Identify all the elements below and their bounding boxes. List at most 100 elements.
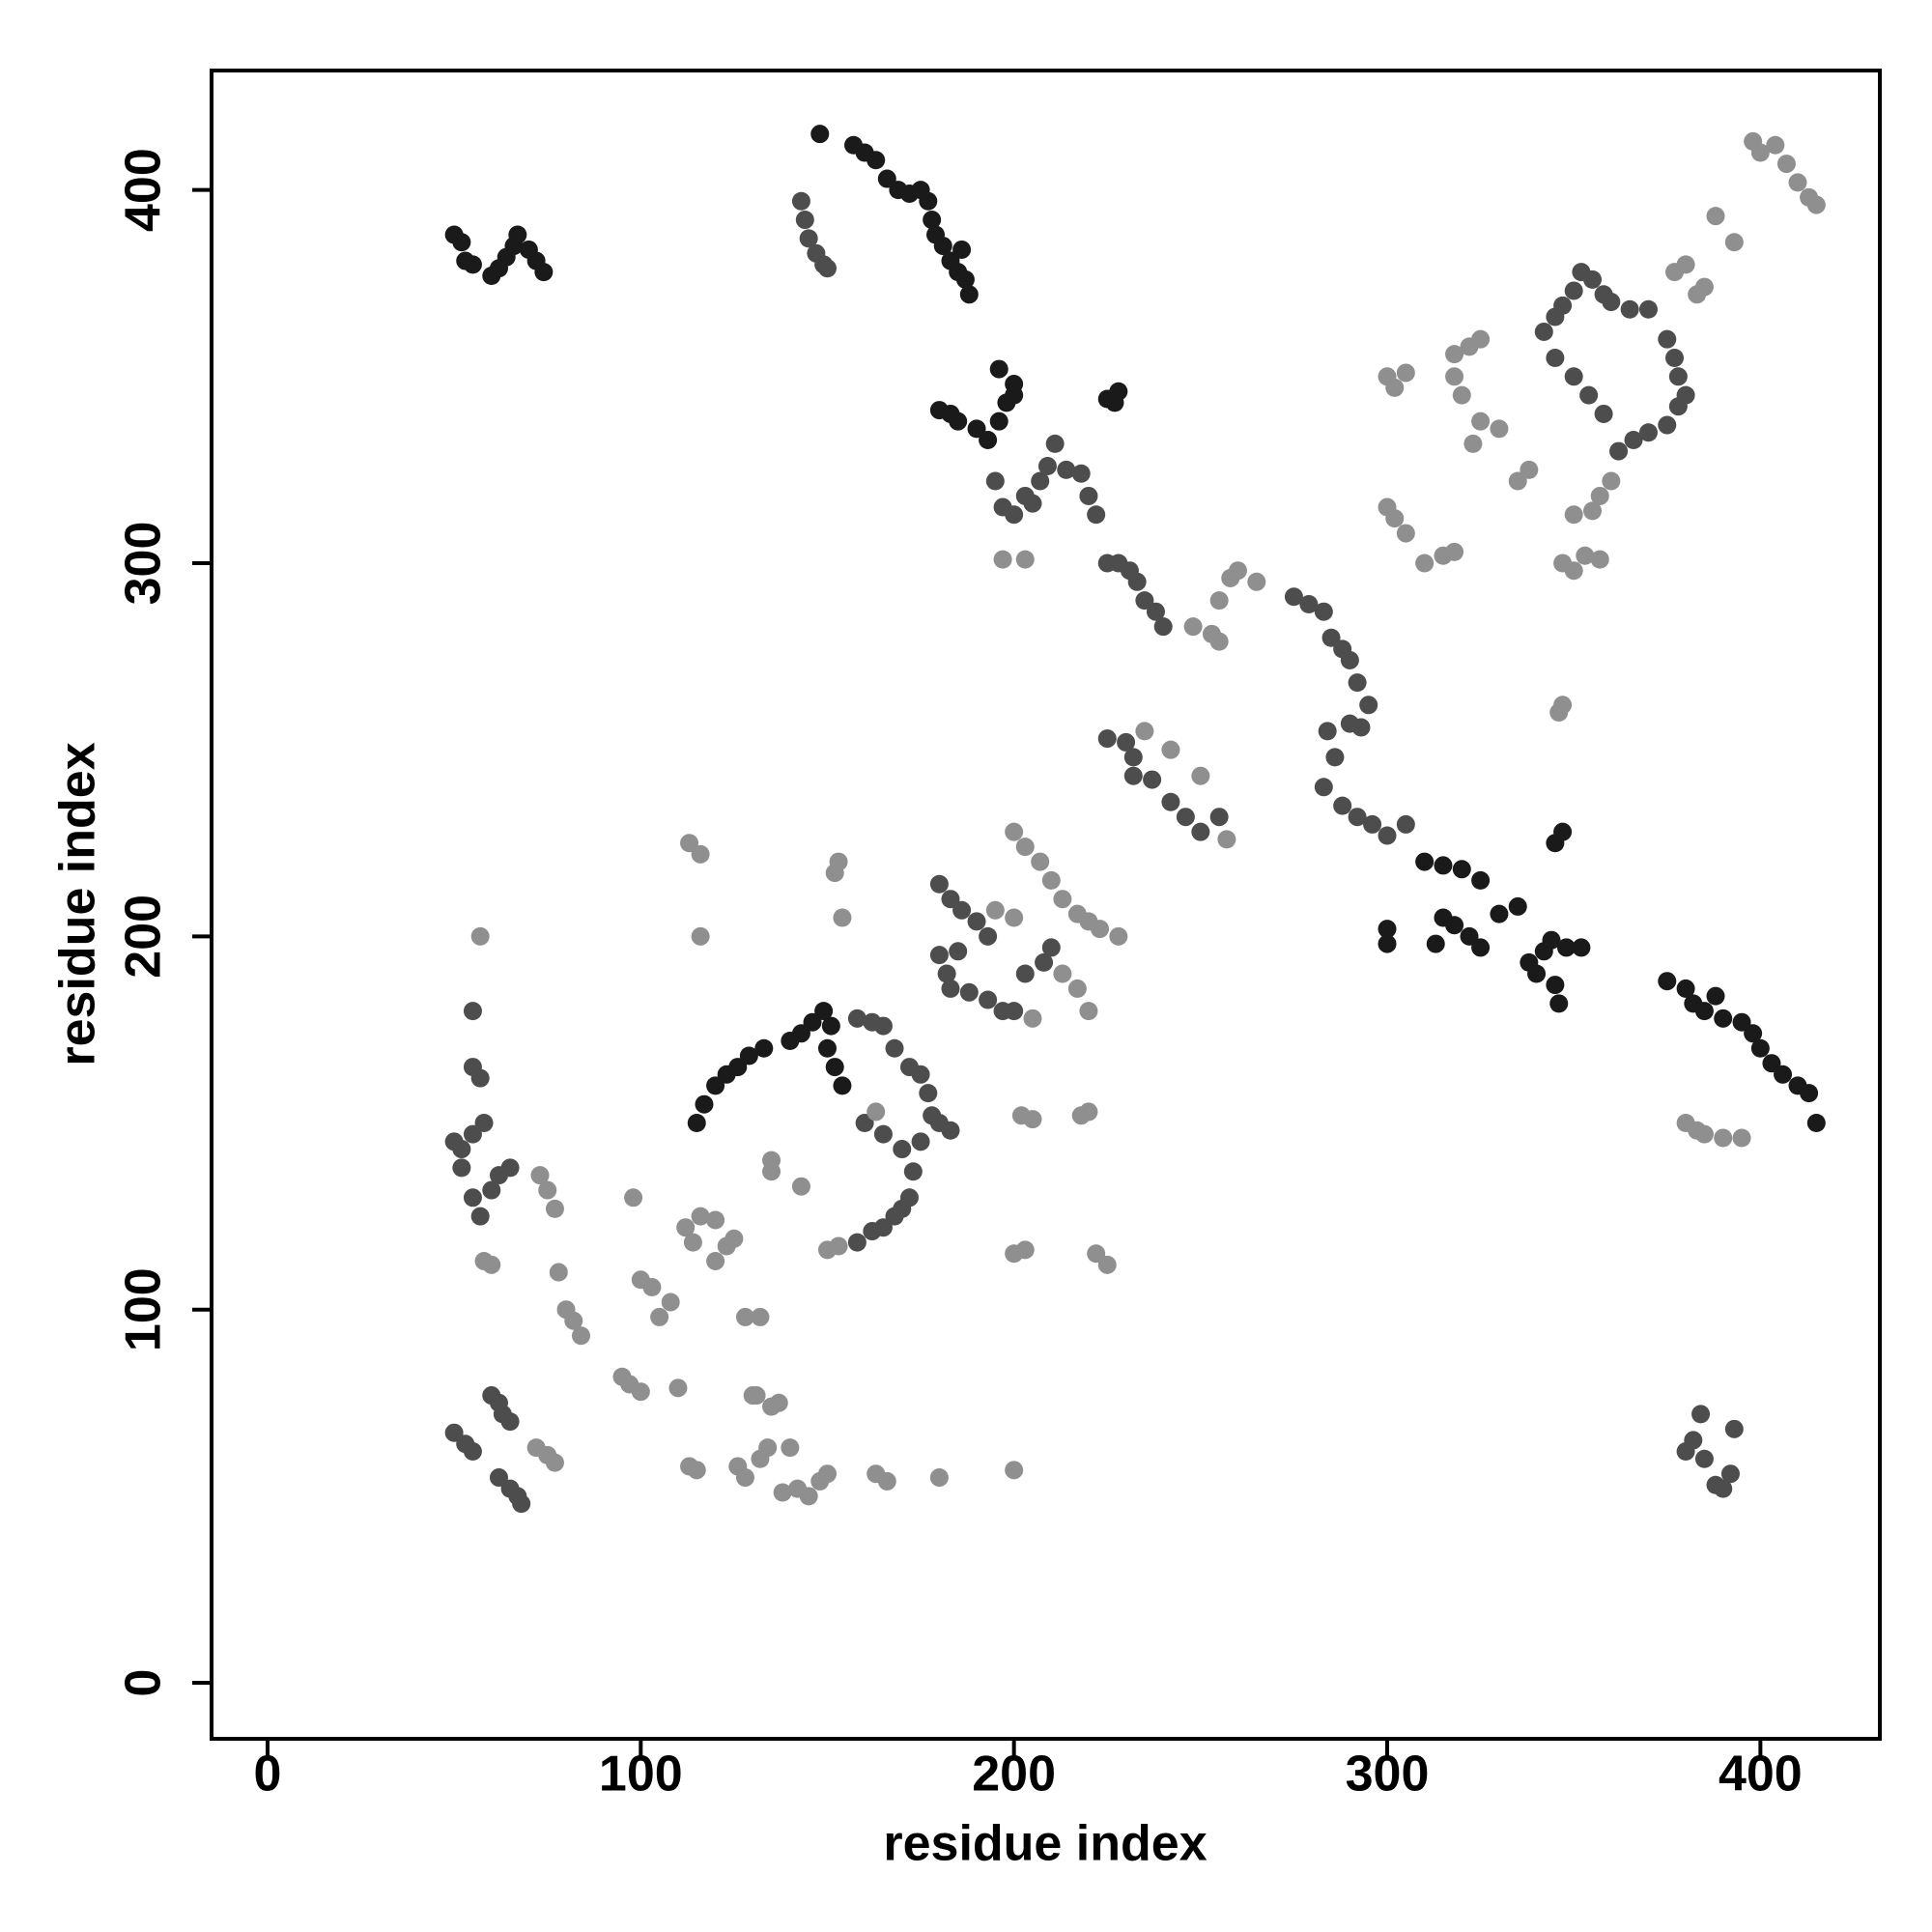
point [1314,602,1333,621]
point [799,229,818,248]
point [1035,952,1054,972]
point [1724,1419,1744,1438]
point [1097,1255,1117,1274]
point [1015,1240,1035,1260]
point [1556,938,1576,957]
point [1363,814,1382,834]
point [668,1378,688,1398]
point [919,1084,938,1103]
point [1694,1002,1714,1021]
point [1333,796,1352,815]
point [1153,617,1173,637]
point [911,1132,930,1151]
point [873,1016,893,1036]
point [1031,471,1050,491]
point [1135,722,1154,741]
point [1788,173,1807,192]
point [933,237,952,256]
point [1109,382,1128,401]
point [642,1278,662,1297]
point [624,1188,643,1208]
point [1553,696,1573,715]
point [1694,1449,1714,1468]
point [1087,505,1106,525]
point [1762,1054,1781,1073]
y-axis-label: residue index [50,742,106,1065]
point [1508,896,1527,916]
point [1117,732,1136,752]
point [1576,546,1595,565]
point [829,852,848,871]
point [1434,856,1453,875]
point [470,1207,490,1226]
point [463,1442,482,1462]
point [762,1162,781,1181]
point [1732,1012,1751,1032]
point [463,1002,482,1021]
x-tick-label: 100 [599,1747,683,1803]
point [979,430,998,449]
point [1714,1128,1733,1148]
point [952,240,972,259]
point [821,1016,840,1036]
point [1549,994,1569,1013]
point [1228,561,1247,581]
point [1714,1479,1733,1498]
point [1445,367,1464,386]
point [795,211,814,230]
point [867,1102,886,1122]
point [463,255,482,274]
point [959,982,979,1002]
point [564,1311,583,1330]
point [1057,460,1076,479]
point [1005,505,1024,525]
point [1217,830,1236,849]
point [1396,814,1415,834]
point [1135,591,1154,611]
point [1015,838,1035,857]
point [1396,363,1415,383]
point [1750,143,1770,162]
point [1806,1114,1826,1133]
point [695,1094,714,1114]
point [1714,1009,1733,1028]
point [545,1199,564,1218]
point [1191,822,1210,841]
y-tick-label: 400 [116,148,172,232]
point [1471,412,1491,431]
point [867,151,886,170]
point [1015,964,1035,983]
point [1385,509,1405,528]
point [1602,293,1621,312]
point [1676,255,1695,274]
point [1706,986,1725,1006]
point [967,419,986,439]
point [989,412,1009,431]
point [482,1255,501,1274]
point [1638,299,1658,319]
point [452,1158,471,1178]
point [929,874,949,894]
point [489,1468,508,1488]
point [687,1461,706,1480]
point [1067,979,1087,998]
point [1023,1110,1042,1129]
point [1564,561,1583,581]
point [1445,916,1464,935]
point [1594,404,1613,423]
point [959,285,979,304]
point [735,1468,754,1488]
point [1041,870,1061,890]
point [1340,650,1359,669]
point [706,1210,725,1230]
point [1471,938,1491,957]
point [1005,908,1024,927]
x-tick-label: 200 [972,1747,1056,1803]
point [873,1124,893,1144]
point [1638,423,1658,442]
point [1071,464,1091,483]
point [1572,938,1591,957]
point [452,233,471,252]
point [1452,385,1471,405]
point [877,169,896,188]
